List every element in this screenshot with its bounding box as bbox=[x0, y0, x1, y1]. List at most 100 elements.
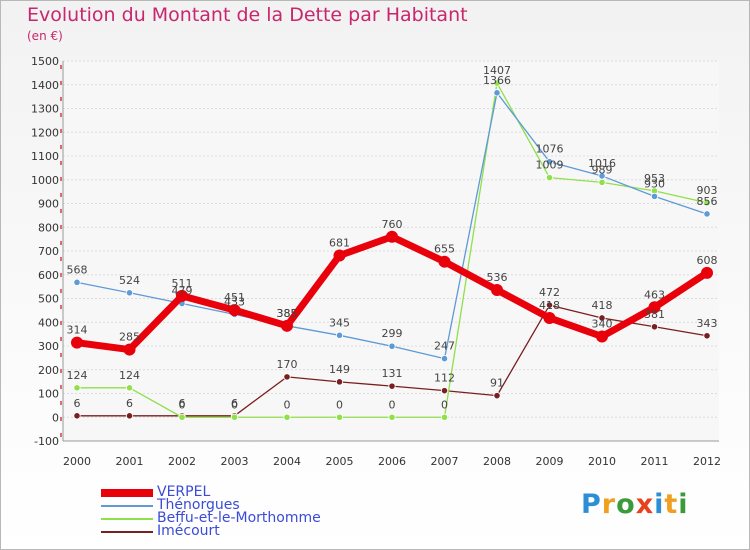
x-tick-label: 2005 bbox=[326, 455, 354, 468]
y-tick-label: 100 bbox=[38, 388, 59, 401]
data-point bbox=[388, 382, 396, 390]
x-tick-label: 2012 bbox=[693, 455, 721, 468]
data-point bbox=[493, 79, 501, 87]
data-point bbox=[703, 199, 711, 207]
data-label: 433 bbox=[224, 295, 245, 308]
y-tick-label: 1500 bbox=[31, 55, 59, 68]
data-label: 6 bbox=[179, 397, 186, 410]
data-label: 0 bbox=[231, 398, 238, 411]
y-tick-label: 1100 bbox=[31, 150, 59, 163]
data-label: 903 bbox=[697, 184, 718, 197]
data-point bbox=[493, 89, 501, 97]
data-point bbox=[596, 330, 608, 343]
legend-swatch-beffu bbox=[101, 518, 153, 520]
data-point bbox=[335, 378, 344, 386]
data-point bbox=[491, 283, 503, 296]
data-label: 472 bbox=[539, 286, 560, 299]
data-label: 1407 bbox=[483, 64, 511, 77]
data-label: 418 bbox=[539, 299, 560, 312]
data-label: 463 bbox=[644, 288, 665, 301]
y-tick-label: -100 bbox=[34, 435, 59, 448]
data-point bbox=[73, 412, 81, 420]
data-point bbox=[703, 332, 711, 340]
chart-subtitle: (en €) bbox=[27, 29, 63, 43]
data-point bbox=[333, 249, 346, 262]
data-point bbox=[125, 384, 134, 392]
data-label: 6 bbox=[126, 397, 133, 410]
x-tick-label: 2003 bbox=[221, 455, 249, 468]
data-label: 124 bbox=[67, 369, 88, 382]
data-point bbox=[176, 289, 188, 302]
data-point bbox=[650, 192, 659, 200]
x-tick-label: 2011 bbox=[641, 455, 669, 468]
y-tick-label: 800 bbox=[38, 221, 59, 234]
data-point bbox=[125, 412, 134, 420]
legend-item-imecourt: Imécourt bbox=[101, 523, 401, 539]
data-label: 0 bbox=[389, 398, 396, 411]
legend-swatch-thenorgues bbox=[101, 505, 153, 507]
y-tick-label: 1300 bbox=[31, 103, 59, 116]
y-tick-label: 1200 bbox=[31, 126, 59, 139]
y-tick-label: 600 bbox=[38, 269, 59, 282]
data-label: 1076 bbox=[536, 143, 564, 156]
data-label: 1009 bbox=[536, 159, 564, 172]
data-label: 6 bbox=[231, 397, 238, 410]
data-label: 451 bbox=[224, 291, 245, 304]
x-tick-label: 2010 bbox=[588, 455, 616, 468]
data-point bbox=[283, 413, 291, 421]
data-point bbox=[493, 392, 501, 400]
data-label: 112 bbox=[434, 372, 455, 385]
data-label: 345 bbox=[329, 316, 350, 329]
data-point bbox=[73, 384, 81, 392]
legend-label: Thénorgues bbox=[157, 497, 240, 513]
data-point bbox=[545, 301, 554, 309]
data-point bbox=[283, 373, 291, 381]
data-label: 343 bbox=[697, 317, 718, 330]
data-point bbox=[650, 323, 659, 331]
data-point bbox=[123, 343, 136, 356]
data-point bbox=[648, 301, 661, 314]
data-point bbox=[281, 319, 293, 332]
data-label: 91 bbox=[490, 377, 504, 390]
data-point bbox=[73, 278, 81, 286]
data-label: 0 bbox=[284, 398, 291, 411]
data-label: 149 bbox=[329, 363, 350, 376]
data-label: 385 bbox=[277, 307, 298, 320]
y-tick-label: 300 bbox=[38, 340, 59, 353]
data-label: 247 bbox=[434, 340, 455, 353]
data-point bbox=[598, 172, 606, 180]
x-tick-label: 2004 bbox=[273, 455, 301, 468]
data-label: 285 bbox=[119, 331, 140, 344]
data-point bbox=[543, 311, 556, 324]
data-label: 608 bbox=[697, 254, 718, 267]
data-label: 0 bbox=[179, 398, 186, 411]
y-tick-label: 400 bbox=[38, 316, 59, 329]
y-tick-label: 200 bbox=[38, 364, 59, 377]
legend-item-beffu: Beffu-et-le-Morthomme bbox=[101, 510, 401, 526]
data-label: 856 bbox=[697, 195, 718, 208]
proxiti-logo: Proxiti bbox=[581, 489, 689, 520]
data-label: 0 bbox=[441, 398, 448, 411]
x-tick-label: 2001 bbox=[116, 455, 144, 468]
data-label: 524 bbox=[119, 274, 140, 287]
legend-item-thenorgues: Thénorgues bbox=[101, 497, 401, 513]
data-label: 418 bbox=[592, 299, 613, 312]
y-tick-label: 500 bbox=[38, 293, 59, 306]
data-label: 930 bbox=[644, 177, 665, 190]
y-tick-label: 0 bbox=[52, 411, 59, 424]
x-tick-label: 2000 bbox=[63, 455, 91, 468]
data-label: 381 bbox=[644, 308, 665, 321]
data-point bbox=[545, 174, 554, 182]
data-point bbox=[703, 210, 711, 218]
data-label: 655 bbox=[434, 243, 455, 256]
legend-swatch-imecourt bbox=[101, 531, 153, 533]
legend-label: Imécourt bbox=[157, 523, 220, 539]
x-tick-label: 2006 bbox=[378, 455, 406, 468]
legend-label: VERPEL bbox=[157, 484, 211, 500]
data-label: 299 bbox=[382, 327, 403, 340]
data-point bbox=[545, 158, 554, 166]
data-point bbox=[125, 289, 134, 297]
data-label: 479 bbox=[172, 284, 193, 297]
